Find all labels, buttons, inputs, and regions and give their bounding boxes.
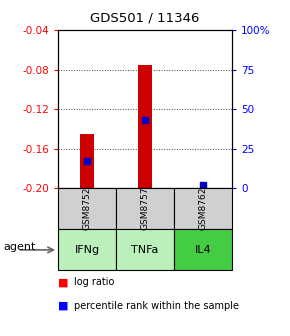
Text: GDS501 / 11346: GDS501 / 11346 (90, 12, 200, 25)
Bar (58, 188, 116, 229)
Bar (116, 188, 174, 229)
Text: ■: ■ (58, 277, 68, 287)
Text: log ratio: log ratio (74, 277, 114, 287)
Bar (174, 229, 232, 270)
Text: GSM8762: GSM8762 (198, 187, 208, 230)
Text: agent: agent (3, 242, 35, 252)
Bar (116, 229, 174, 270)
Text: IFNg: IFNg (75, 245, 99, 255)
Text: IL4: IL4 (195, 245, 211, 255)
Text: GSM8752: GSM8752 (82, 187, 92, 230)
Text: GSM8757: GSM8757 (140, 187, 150, 230)
Bar (58, 229, 116, 270)
Text: TNFa: TNFa (131, 245, 159, 255)
Text: percentile rank within the sample: percentile rank within the sample (74, 301, 239, 311)
Text: ■: ■ (58, 301, 68, 311)
Bar (174, 188, 232, 229)
Bar (80, 134, 94, 188)
Bar (138, 65, 152, 188)
